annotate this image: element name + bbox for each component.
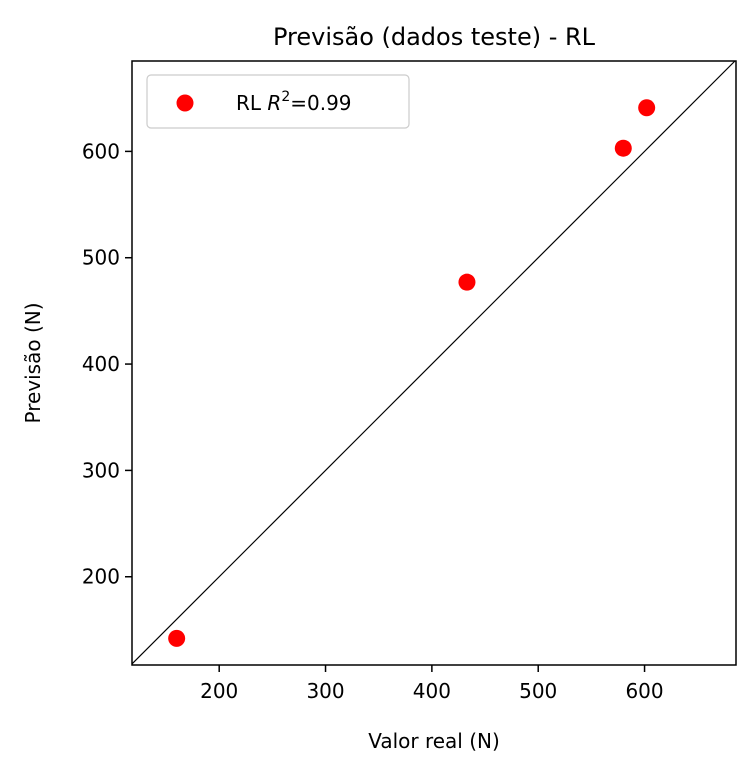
y-tick-label: 600 [82, 139, 120, 163]
plot-frame [131, 60, 737, 666]
y-axis-ticks: 200 300 400 500 600 [82, 139, 132, 589]
x-tick-label: 400 [413, 679, 451, 703]
y-axis-label: Previsão (N) [21, 302, 45, 423]
data-point [638, 99, 656, 117]
x-tick-label: 200 [200, 679, 238, 703]
legend-label: RL R2=0.99 [236, 89, 352, 115]
legend: RL R2=0.99 [146, 74, 410, 129]
legend-marker [176, 94, 194, 112]
legend-box [146, 74, 410, 129]
x-tick-label: 600 [625, 679, 663, 703]
reference-line [131, 60, 736, 665]
x-tick-label: 500 [519, 679, 557, 703]
x-axis-label: Valor real (N) [368, 729, 500, 753]
data-points-layer [168, 99, 656, 647]
x-axis-ticks: 200 300 400 500 600 [200, 665, 664, 703]
data-point [458, 273, 476, 291]
data-point [614, 139, 632, 157]
x-tick-label: 300 [306, 679, 344, 703]
plot-area [131, 60, 737, 666]
y-tick-label: 400 [82, 352, 120, 376]
chart-title: Previsão (dados teste) - RL [273, 23, 596, 51]
y-tick-label: 300 [82, 458, 120, 482]
y-tick-label: 200 [82, 565, 120, 589]
y-tick-label: 500 [82, 246, 120, 270]
data-point [168, 629, 186, 647]
reference-line-layer [131, 60, 736, 665]
